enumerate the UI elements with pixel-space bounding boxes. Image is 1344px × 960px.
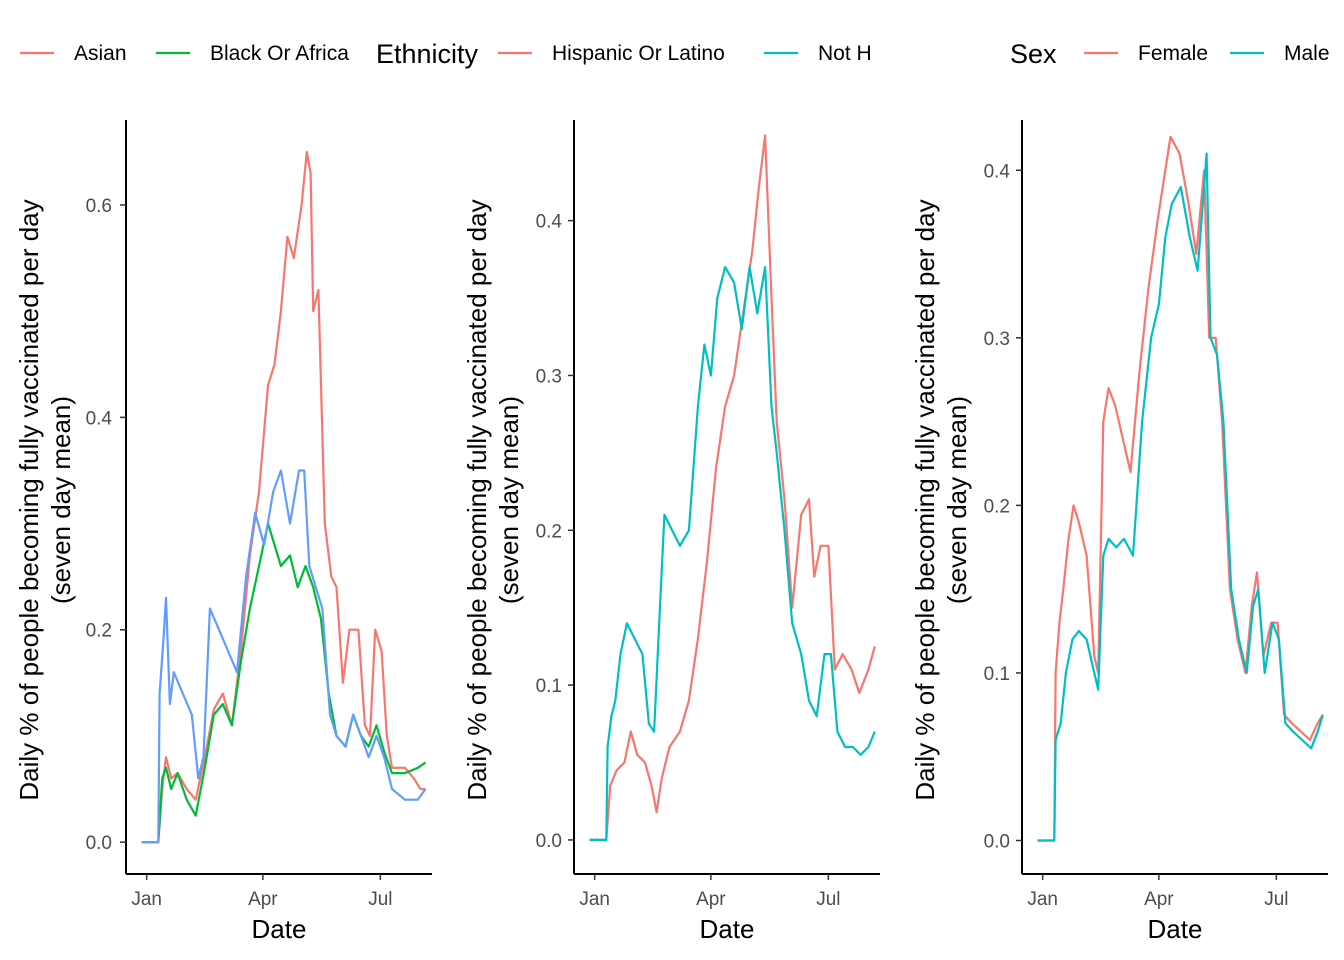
x-tick-label: Apr <box>248 889 278 910</box>
x-tick-label: Jan <box>131 889 162 910</box>
chart-panel-3: 0.0 0.1 0.2 0.3 0.4 Jan Apr Jul Date Daily % of p… <box>910 39 1330 944</box>
y-axis-title-line-2: (seven day mean) <box>494 396 524 604</box>
x-axis-title: Date <box>252 914 307 944</box>
y-tick-label: 0.3 <box>984 329 1010 350</box>
chart-panel-2: 0.0 0.1 0.2 0.3 0.4 Jan Apr Jul Date Daily % of p… <box>376 39 880 944</box>
y-axis-title-line-1: Daily % of people becoming fully vaccina… <box>14 199 44 800</box>
x-tick-label: Jul <box>816 889 840 910</box>
x-tick-label: Apr <box>696 889 726 910</box>
x-axis-title: Date <box>700 914 755 944</box>
x-axis-title: Date <box>1148 914 1203 944</box>
y-tick-label: 0.4 <box>536 212 563 233</box>
x-tick-label: Jul <box>1264 889 1288 910</box>
y-tick-label: 0.4 <box>984 161 1011 182</box>
legend-title: Ethnicity <box>376 39 479 69</box>
legend: Asian Black Or Africa <box>20 42 349 65</box>
chart-panel-1: 0.0 0.2 0.4 0.6 Jan Apr Jul Date Daily % of peop… <box>14 42 432 944</box>
legend-label-2: Black Or Africa <box>210 42 349 65</box>
y-tick-label: 0.0 <box>984 831 1010 852</box>
y-axis-title-line-1: Daily % of people becoming fully vaccina… <box>910 199 940 800</box>
y-tick-label: 0.3 <box>536 366 562 387</box>
y-tick-label: 0.0 <box>536 831 562 852</box>
y-tick-label: 0.1 <box>984 664 1010 685</box>
y-axis-title-line-2: (seven day mean) <box>942 396 972 604</box>
series-line-3 <box>141 469 427 844</box>
legend-label-1: Female <box>1138 42 1208 65</box>
x-tick-label: Jul <box>368 889 392 910</box>
x-tick-label: Jan <box>579 889 610 910</box>
y-axis-title-line-1: Daily % of people becoming fully vaccina… <box>462 199 492 800</box>
legend-label-1: Asian <box>74 42 127 65</box>
series-line-2 <box>141 522 427 844</box>
x-tick-label: Jan <box>1027 889 1058 910</box>
chart-panels: 0.0 0.2 0.4 0.6 Jan Apr Jul Date Daily % of peop… <box>14 39 1330 944</box>
y-tick-label: 0.1 <box>536 676 562 697</box>
legend: Ethnicity Hispanic Or Latino Not H <box>376 39 872 69</box>
x-tick-label: Apr <box>1144 889 1174 910</box>
y-tick-label: 0.2 <box>536 521 562 542</box>
legend: Sex Female Male <box>1010 39 1330 69</box>
y-tick-label: 0.0 <box>86 833 112 854</box>
y-axis-title-line-2: (seven day mean) <box>46 396 76 604</box>
y-tick-label: 0.4 <box>86 408 113 429</box>
legend-label-1: Hispanic Or Latino <box>552 42 725 65</box>
series-line-2 <box>589 266 876 841</box>
legend-title: Sex <box>1010 39 1057 69</box>
series-line-1 <box>1037 135 1324 842</box>
y-tick-label: 0.6 <box>86 196 112 217</box>
series-line-1 <box>141 150 426 844</box>
y-tick-label: 0.2 <box>984 496 1010 517</box>
legend-label-2: Male <box>1284 42 1330 65</box>
series-line-1 <box>589 134 876 841</box>
y-tick-label: 0.2 <box>86 621 112 642</box>
series-line-2 <box>1037 152 1324 842</box>
legend-label-2: Not H <box>818 42 872 65</box>
